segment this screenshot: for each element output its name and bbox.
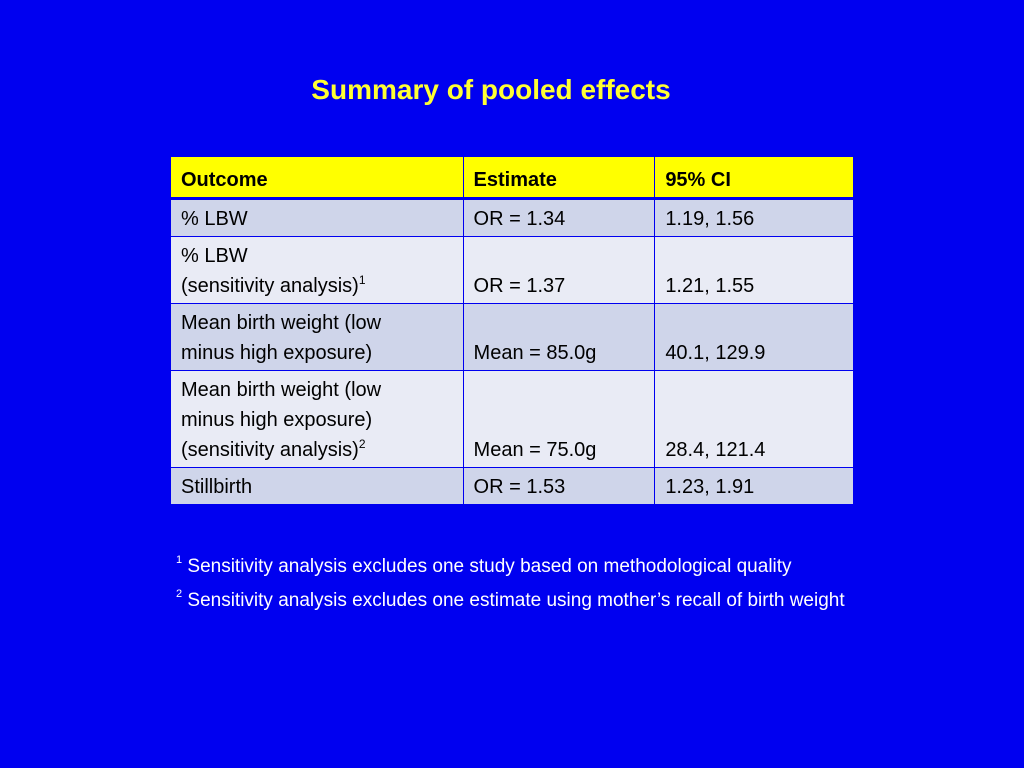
outcome-line: minus high exposure)	[181, 342, 373, 364]
outcome-line-text: (sensitivity analysis)	[181, 439, 359, 461]
estimate-cell: OR = 1.53	[462, 467, 656, 505]
footnote-marker: 1	[358, 273, 366, 287]
outcome-cell: % LBW	[170, 198, 464, 237]
footnote-marker: 1	[176, 554, 183, 566]
outcome-line: Mean birth weight (low	[181, 379, 382, 401]
table-row: % LBW (sensitivity analysis)1 OR = 1.37 …	[170, 236, 854, 304]
table-row: Mean birth weight (low minus high exposu…	[170, 370, 854, 468]
footnotes: 1 Sensitivity analysis excludes one stud…	[176, 550, 845, 618]
ci-cell: 40.1, 129.9	[654, 303, 854, 371]
estimate-cell: Mean = 85.0g	[462, 303, 656, 371]
slide-title: Summary of pooled effects	[311, 74, 671, 105]
estimate-cell: Mean = 75.0g	[462, 370, 656, 468]
ci-cell: 28.4, 121.4	[654, 370, 854, 468]
estimate-cell: OR = 1.34	[462, 198, 656, 237]
table-row: Mean birth weight (low minus high exposu…	[170, 303, 854, 371]
outcome-line: minus high exposure)	[181, 409, 373, 431]
outcome-line: (sensitivity analysis)2	[181, 435, 454, 465]
outcome-cell: Mean birth weight (low minus high exposu…	[170, 303, 464, 371]
outcome-cell: Stillbirth	[170, 467, 464, 505]
table-row: Stillbirth OR = 1.53 1.23, 1.91	[170, 467, 854, 505]
footnote-marker: 2	[358, 437, 366, 451]
header-estimate: Estimate	[462, 156, 656, 200]
footnote: 1 Sensitivity analysis excludes one stud…	[176, 550, 845, 584]
ci-cell: 1.23, 1.91	[654, 467, 854, 505]
ci-cell: 1.19, 1.56	[654, 198, 854, 237]
footnote-marker: 2	[176, 588, 183, 600]
table-row: % LBW OR = 1.34 1.19, 1.56	[170, 198, 854, 237]
header-outcome: Outcome	[170, 156, 464, 200]
ci-cell: 1.21, 1.55	[654, 236, 854, 304]
pooled-effects-table: Outcome Estimate 95% CI % LBW OR = 1.34 …	[170, 156, 854, 505]
outcome-line-text: (sensitivity analysis)	[181, 275, 359, 297]
outcome-line: % LBW	[181, 245, 248, 267]
footnote-text: Sensitivity analysis excludes one study …	[187, 556, 792, 577]
outcome-line: Mean birth weight (low	[181, 312, 382, 334]
footnote: 2 Sensitivity analysis excludes one esti…	[176, 584, 845, 618]
outcome-cell: % LBW (sensitivity analysis)1	[170, 236, 464, 304]
outcome-line: % LBW	[181, 208, 248, 230]
table-header-row: Outcome Estimate 95% CI	[170, 156, 854, 200]
footnote-text: Sensitivity analysis excludes one estima…	[187, 590, 845, 611]
outcome-line: (sensitivity analysis)1	[181, 271, 454, 301]
outcome-line: Stillbirth	[181, 476, 253, 498]
header-ci: 95% CI	[654, 156, 854, 200]
estimate-cell: OR = 1.37	[462, 236, 656, 304]
outcome-cell: Mean birth weight (low minus high exposu…	[170, 370, 464, 468]
